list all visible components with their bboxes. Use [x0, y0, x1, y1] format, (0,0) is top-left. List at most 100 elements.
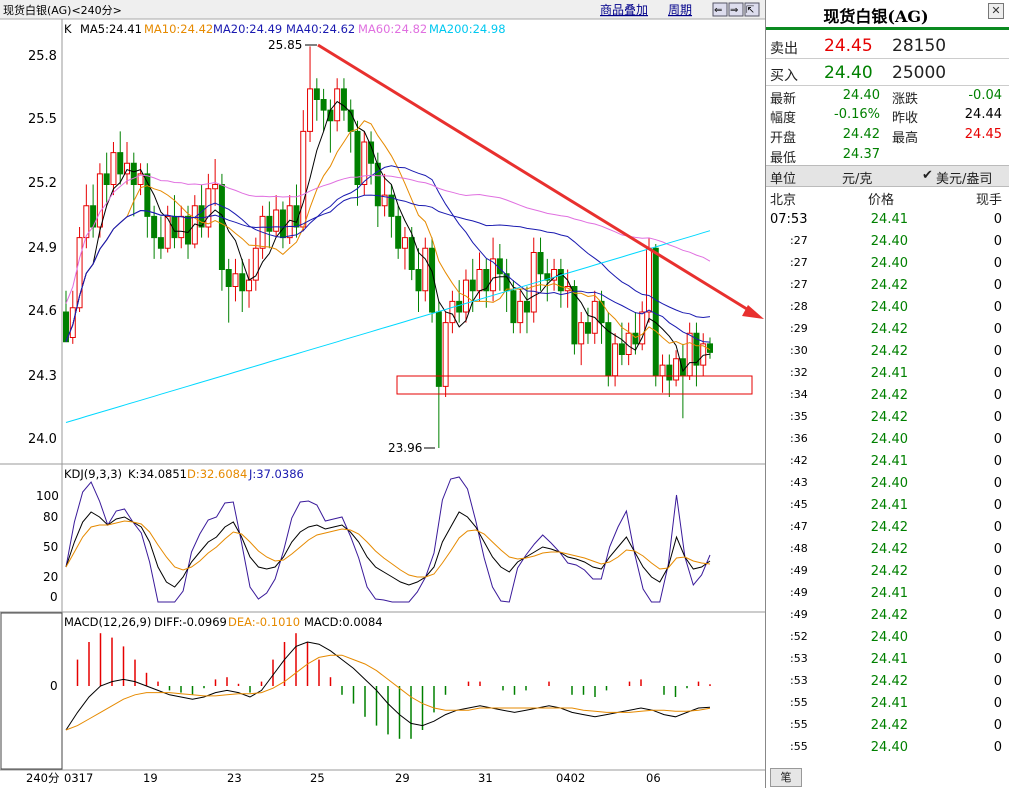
tick-row[interactable]: :53 24.42 0	[766, 671, 1009, 693]
ma60-line	[65, 174, 711, 304]
tick-row[interactable]: :34 24.42 0	[766, 385, 1009, 407]
tick-volume: 0	[993, 674, 1002, 689]
ma5-label: MA5:24.41	[80, 22, 142, 36]
unit-alt-toggle[interactable]: 美元/盎司	[936, 172, 993, 187]
macd-corner-box	[0, 612, 63, 770]
open-label: 开盘	[770, 131, 797, 146]
candle-up	[449, 300, 456, 324]
tick-volume: 0	[993, 520, 1002, 535]
close-icon[interactable]: ✕	[988, 3, 1004, 19]
prev-close-value: 24.44	[964, 107, 1002, 122]
candle-up	[110, 152, 117, 185]
bottom-tab[interactable]: 笔	[770, 768, 802, 787]
tick-time: :42	[790, 454, 808, 467]
tick-price: 24.42	[870, 278, 908, 293]
back-button[interactable]	[712, 2, 728, 17]
tick-row[interactable]: :27 24.40 0	[766, 231, 1009, 253]
tick-row[interactable]: :32 24.41 0	[766, 363, 1009, 385]
tick-row[interactable]: :42 24.41 0	[766, 451, 1009, 473]
tick-price: 24.40	[870, 256, 908, 271]
tick-time: :55	[790, 740, 808, 753]
candle-up	[401, 237, 408, 249]
tick-row[interactable]: 07:53 24.41 0	[766, 209, 1009, 231]
tick-time: :27	[790, 256, 808, 269]
tick-row[interactable]: :28 24.40 0	[766, 297, 1009, 319]
macd-zero-tick: 0	[50, 679, 58, 693]
tick-price: 24.42	[870, 674, 908, 689]
date-tick: 23	[227, 771, 242, 785]
forward-arrow-icon: ⇒	[730, 5, 738, 16]
tick-row[interactable]: :49 24.42 0	[766, 605, 1009, 627]
tick-volume: 0	[993, 542, 1002, 557]
kdj-d-value: D:32.6084	[187, 467, 247, 481]
tick-price: 24.42	[870, 410, 908, 425]
tick-row[interactable]: :55 24.42 0	[766, 715, 1009, 737]
kdj-tick: 50	[43, 540, 58, 554]
k-label: K	[64, 22, 72, 36]
candle-up	[300, 130, 307, 228]
candle-down	[537, 252, 544, 275]
tick-row[interactable]: :55 24.40 0	[766, 737, 1009, 759]
buy-volume: 25000	[892, 63, 947, 83]
kdj-label: KDJ(9,3,3)	[64, 467, 122, 481]
candle-up	[645, 247, 652, 313]
tick-row[interactable]: :35 24.42 0	[766, 407, 1009, 429]
candle-up	[246, 279, 253, 292]
candle-up	[286, 205, 293, 239]
tick-volume: 0	[993, 212, 1002, 227]
chart-title: 现货白银(AG)<240分>	[3, 3, 122, 17]
tick-row[interactable]: :29 24.42 0	[766, 319, 1009, 341]
candle-down	[225, 269, 232, 287]
candle-down	[707, 343, 713, 353]
candle-up	[442, 322, 449, 387]
tick-row[interactable]: :49 24.42 0	[766, 561, 1009, 583]
tick-time: :27	[790, 234, 808, 247]
tick-row[interactable]: :52 24.40 0	[766, 627, 1009, 649]
candle-down	[103, 173, 110, 185]
date-tick: 29	[395, 771, 410, 785]
tick-time: :53	[790, 674, 808, 687]
tick-volume: 0	[993, 454, 1002, 469]
tick-row[interactable]: :55 24.41 0	[766, 693, 1009, 715]
tick-row[interactable]: :45 24.41 0	[766, 495, 1009, 517]
ma40-label: MA40:24.62	[286, 22, 355, 36]
tick-price: 24.41	[870, 498, 908, 513]
candle-up	[361, 141, 368, 185]
candle-up	[551, 269, 558, 281]
tick-volume: 0	[993, 432, 1002, 447]
tick-row[interactable]: :43 24.40 0	[766, 473, 1009, 495]
kline-chart-area[interactable]: 现货白银(AG)<240分> 商品叠加 周期 ⇐ ⇒ ⇱ K MA5:24.41…	[0, 0, 765, 788]
unit-value[interactable]: 元/克	[842, 172, 873, 187]
tick-row[interactable]: :30 24.42 0	[766, 341, 1009, 363]
tick-row[interactable]: :48 24.42 0	[766, 539, 1009, 561]
candle-down	[435, 311, 442, 387]
candle-down	[415, 269, 422, 292]
tick-row[interactable]: :47 24.42 0	[766, 517, 1009, 539]
tick-row[interactable]: :36 24.40 0	[766, 429, 1009, 451]
candle-down	[157, 237, 164, 249]
macd-diff-line	[65, 641, 711, 731]
tick-row[interactable]: :53 24.41 0	[766, 649, 1009, 671]
overlay-link[interactable]: 商品叠加	[600, 2, 648, 17]
macd-dea-line	[65, 654, 711, 731]
tick-price: 24.40	[870, 476, 908, 491]
sell-row: 卖出 24.45 28150	[766, 32, 1009, 59]
cycle-link[interactable]: 周期	[668, 3, 692, 17]
candle-up	[517, 300, 524, 324]
tick-volume: 0	[993, 652, 1002, 667]
buy-row: 买入 24.40 25000	[766, 59, 1009, 86]
chart-canvas[interactable]: 现货白银(AG)<240分> 商品叠加 周期 ⇐ ⇒ ⇱ K MA5:24.41…	[0, 0, 765, 788]
tick-row[interactable]: :27 24.42 0	[766, 275, 1009, 297]
price-tick: 24.3	[28, 369, 57, 384]
tick-row[interactable]: :27 24.40 0	[766, 253, 1009, 275]
candle-down	[144, 173, 151, 217]
tick-row[interactable]: :49 24.41 0	[766, 583, 1009, 605]
ma-legend: K MA5:24.41 MA10:24.42 MA20:24.49 MA40:2…	[64, 22, 506, 36]
tick-time: :55	[790, 718, 808, 731]
lock-button[interactable]	[744, 2, 760, 17]
period-label: 240分	[26, 771, 60, 785]
tick-time: :30	[790, 344, 808, 357]
checkmark-icon: ✔	[922, 168, 933, 183]
candle-up	[612, 343, 619, 377]
forward-button[interactable]	[728, 2, 744, 17]
